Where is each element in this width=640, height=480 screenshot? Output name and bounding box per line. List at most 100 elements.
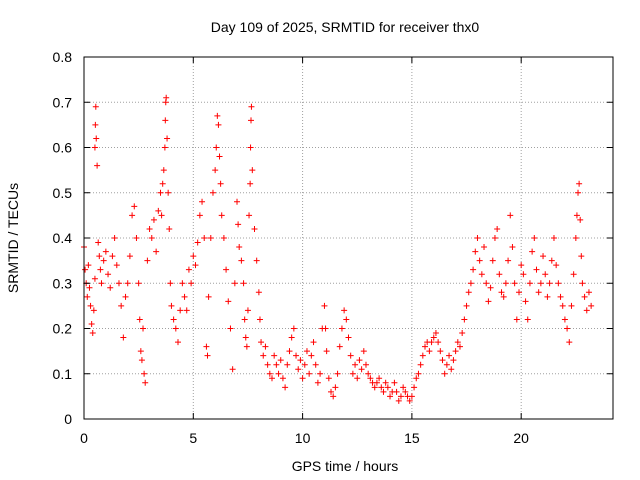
data-point bbox=[502, 280, 509, 287]
data-point bbox=[323, 348, 330, 355]
data-point bbox=[467, 280, 474, 287]
data-point bbox=[459, 330, 466, 337]
y-tick-label: 0.5 bbox=[53, 185, 73, 201]
data-point bbox=[218, 212, 225, 219]
data-point bbox=[581, 293, 588, 300]
data-point bbox=[419, 352, 426, 359]
data-point bbox=[137, 348, 144, 355]
data-point bbox=[271, 352, 278, 359]
data-point bbox=[209, 189, 216, 196]
data-point bbox=[406, 397, 413, 404]
data-point bbox=[507, 212, 514, 219]
data-point bbox=[548, 257, 555, 264]
data-point bbox=[282, 384, 289, 391]
x-tick-label: 0 bbox=[80, 430, 88, 446]
data-point bbox=[367, 375, 374, 382]
data-point bbox=[395, 397, 402, 404]
data-point bbox=[96, 253, 103, 260]
data-point bbox=[157, 189, 164, 196]
data-point bbox=[308, 352, 315, 359]
data-point bbox=[168, 302, 175, 309]
data-point bbox=[161, 144, 168, 151]
data-point bbox=[227, 325, 234, 332]
data-point bbox=[430, 334, 437, 341]
data-point bbox=[268, 375, 275, 382]
data-point bbox=[109, 253, 116, 260]
data-point bbox=[373, 379, 380, 386]
data-point bbox=[513, 316, 520, 323]
data-point bbox=[246, 212, 253, 219]
data-point bbox=[559, 302, 566, 309]
data-point bbox=[365, 370, 372, 377]
data-point bbox=[334, 370, 341, 377]
data-point bbox=[179, 280, 186, 287]
data-point bbox=[526, 280, 533, 287]
data-point bbox=[126, 253, 133, 260]
data-point bbox=[115, 280, 122, 287]
y-tick-label: 0.2 bbox=[53, 321, 73, 337]
data-point bbox=[284, 361, 291, 368]
data-point bbox=[248, 103, 255, 110]
data-point bbox=[231, 280, 238, 287]
data-point bbox=[529, 248, 536, 255]
y-tick-label: 0.4 bbox=[53, 230, 73, 246]
data-point bbox=[570, 271, 577, 278]
data-point bbox=[133, 235, 140, 241]
data-point bbox=[520, 271, 527, 278]
data-point bbox=[236, 244, 243, 251]
data-point bbox=[253, 257, 260, 264]
data-point bbox=[242, 334, 249, 341]
data-point bbox=[240, 280, 247, 287]
data-point bbox=[264, 361, 271, 368]
data-point bbox=[266, 370, 273, 377]
y-tick-label: 0.8 bbox=[53, 49, 73, 65]
data-point bbox=[345, 334, 352, 341]
data-point bbox=[172, 325, 179, 332]
data-point bbox=[135, 280, 142, 287]
data-point bbox=[380, 388, 387, 395]
x-tick-label: 5 bbox=[189, 430, 197, 446]
data-point bbox=[229, 366, 236, 373]
data-point bbox=[362, 361, 369, 368]
data-point bbox=[476, 257, 483, 264]
data-point bbox=[91, 144, 98, 151]
data-point bbox=[435, 339, 442, 346]
data-point bbox=[102, 248, 109, 255]
data-point bbox=[196, 212, 203, 219]
data-point bbox=[491, 235, 498, 241]
data-point bbox=[546, 280, 553, 287]
data-point bbox=[465, 289, 472, 296]
data-point bbox=[555, 280, 562, 287]
data-point bbox=[317, 370, 324, 377]
data-point bbox=[336, 343, 343, 350]
data-point bbox=[450, 357, 457, 364]
data-point bbox=[509, 244, 516, 251]
data-point bbox=[537, 280, 544, 287]
data-point bbox=[94, 162, 101, 169]
data-point bbox=[167, 280, 174, 287]
data-point bbox=[583, 307, 590, 314]
data-point bbox=[188, 280, 195, 287]
data-point bbox=[177, 307, 184, 314]
data-point bbox=[160, 167, 167, 174]
data-point bbox=[223, 266, 230, 273]
data-point bbox=[170, 316, 177, 323]
data-point bbox=[204, 352, 211, 359]
data-point bbox=[576, 180, 583, 187]
data-point bbox=[286, 348, 293, 355]
data-point bbox=[544, 293, 551, 300]
data-point bbox=[247, 180, 254, 187]
data-point bbox=[142, 379, 149, 386]
data-point bbox=[312, 361, 319, 368]
data-point bbox=[500, 293, 507, 300]
data-point bbox=[277, 357, 284, 364]
data-point bbox=[314, 379, 321, 386]
data-point bbox=[235, 221, 242, 228]
data-point bbox=[446, 352, 453, 359]
data-point bbox=[213, 144, 220, 151]
data-point bbox=[448, 366, 455, 373]
data-point bbox=[341, 307, 348, 314]
data-point bbox=[301, 361, 308, 368]
data-point bbox=[585, 289, 592, 296]
data-point bbox=[524, 316, 531, 323]
